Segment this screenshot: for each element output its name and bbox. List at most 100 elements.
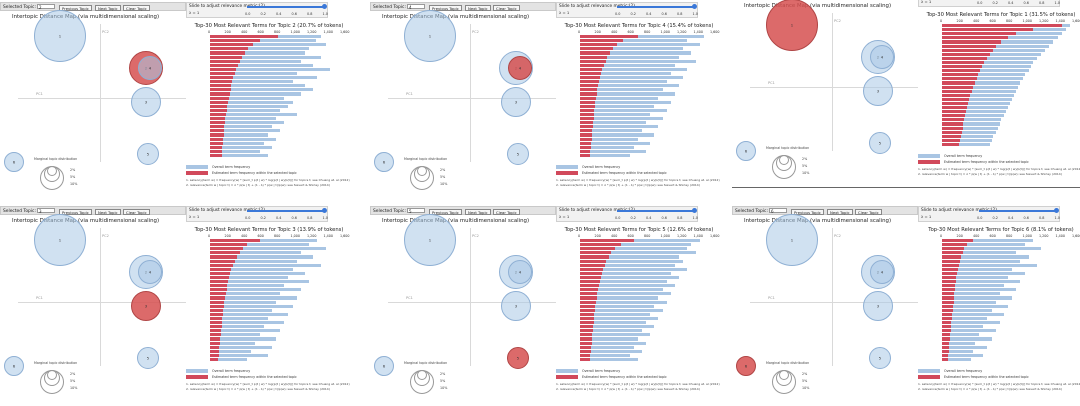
overall-frequency-bar[interactable] xyxy=(942,275,1008,280)
estimated-frequency-bar[interactable] xyxy=(210,80,233,84)
estimated-frequency-bar[interactable] xyxy=(580,280,600,284)
estimated-frequency-bar[interactable] xyxy=(580,308,595,312)
overall-frequency-bar[interactable] xyxy=(580,259,684,263)
estimated-frequency-bar[interactable] xyxy=(210,76,234,80)
overall-frequency-bar[interactable] xyxy=(580,145,634,149)
overall-frequency-bar[interactable] xyxy=(942,329,996,333)
topic-bubble-3[interactable] xyxy=(501,291,531,321)
topic-bubble-4[interactable] xyxy=(870,45,894,69)
overall-frequency-bar[interactable] xyxy=(210,300,276,304)
overall-frequency-bar[interactable] xyxy=(942,118,1002,122)
estimated-frequency-bar[interactable] xyxy=(580,84,599,88)
estimated-frequency-bar[interactable] xyxy=(942,142,960,147)
topic-bubble-5[interactable] xyxy=(869,347,891,369)
estimated-frequency-bar[interactable] xyxy=(580,259,607,263)
estimated-frequency-bar[interactable] xyxy=(580,337,592,341)
estimated-frequency-bar[interactable] xyxy=(942,304,954,308)
previous-topic-button[interactable]: Previous Topic xyxy=(429,4,462,11)
overall-frequency-bar[interactable] xyxy=(942,349,974,353)
estimated-frequency-bar[interactable] xyxy=(580,341,592,345)
topic-bubble-6[interactable] xyxy=(4,356,24,376)
overall-frequency-bar[interactable] xyxy=(210,59,301,63)
overall-frequency-bar[interactable] xyxy=(210,267,293,271)
overall-frequency-bar[interactable] xyxy=(210,345,272,349)
estimated-frequency-bar[interactable] xyxy=(210,145,223,149)
previous-topic-button[interactable]: Previous Topic xyxy=(429,208,462,215)
topic-bubble-1[interactable] xyxy=(34,214,86,266)
overall-frequency-bar[interactable] xyxy=(580,357,638,362)
estimated-frequency-bar[interactable] xyxy=(210,304,224,308)
estimated-frequency-bar[interactable] xyxy=(580,35,638,39)
overall-frequency-bar[interactable] xyxy=(210,308,272,312)
estimated-frequency-bar[interactable] xyxy=(210,329,222,333)
overall-frequency-bar[interactable] xyxy=(210,145,272,149)
estimated-frequency-bar[interactable] xyxy=(942,85,974,89)
estimated-frequency-bar[interactable] xyxy=(580,321,594,325)
overall-frequency-bar[interactable] xyxy=(580,55,679,59)
overall-frequency-bar[interactable] xyxy=(210,239,318,243)
estimated-frequency-bar[interactable] xyxy=(210,275,229,280)
estimated-frequency-bar[interactable] xyxy=(210,55,243,59)
estimated-frequency-bar[interactable] xyxy=(942,316,952,321)
selected-topic-input[interactable]: 4 xyxy=(406,4,425,10)
estimated-frequency-bar[interactable] xyxy=(210,92,230,96)
estimated-frequency-bar[interactable] xyxy=(942,69,980,73)
estimated-frequency-bar[interactable] xyxy=(210,47,248,51)
overall-frequency-bar[interactable] xyxy=(210,316,268,321)
estimated-frequency-bar[interactable] xyxy=(580,133,592,137)
overall-frequency-bar[interactable] xyxy=(210,259,297,263)
overall-frequency-bar[interactable] xyxy=(210,296,297,300)
overall-frequency-bar[interactable] xyxy=(580,349,642,353)
topic-bubble-4[interactable] xyxy=(508,260,532,284)
overall-frequency-bar[interactable] xyxy=(580,296,659,300)
slider-knob[interactable] xyxy=(692,4,697,10)
estimated-frequency-bar[interactable] xyxy=(580,243,622,247)
estimated-frequency-bar[interactable] xyxy=(580,304,596,308)
estimated-frequency-bar[interactable] xyxy=(580,353,591,357)
overall-frequency-bar[interactable] xyxy=(580,137,638,141)
overall-frequency-bar[interactable] xyxy=(210,96,285,100)
estimated-frequency-bar[interactable] xyxy=(580,104,595,108)
estimated-frequency-bar[interactable] xyxy=(210,316,223,321)
overall-frequency-bar[interactable] xyxy=(210,133,268,137)
estimated-frequency-bar[interactable] xyxy=(942,65,982,69)
estimated-frequency-bar[interactable] xyxy=(942,110,966,114)
topic-bubble-5[interactable] xyxy=(137,143,159,165)
overall-frequency-bar[interactable] xyxy=(942,316,988,321)
estimated-frequency-bar[interactable] xyxy=(942,118,965,122)
overall-frequency-bar[interactable] xyxy=(580,51,692,55)
next-topic-button[interactable]: Next Topic xyxy=(465,4,491,11)
overall-frequency-bar[interactable] xyxy=(580,96,659,100)
slider-knob[interactable] xyxy=(692,208,697,214)
overall-frequency-bar[interactable] xyxy=(580,275,679,280)
estimated-frequency-bar[interactable] xyxy=(210,284,228,288)
estimated-frequency-bar[interactable] xyxy=(942,126,963,130)
estimated-frequency-bar[interactable] xyxy=(210,251,240,255)
selected-topic-input[interactable]: 6 xyxy=(768,208,787,214)
overall-frequency-bar[interactable] xyxy=(210,275,289,280)
estimated-frequency-bar[interactable] xyxy=(580,271,602,275)
overall-frequency-bar[interactable] xyxy=(210,153,268,158)
overall-frequency-bar[interactable] xyxy=(942,89,1017,93)
overall-frequency-bar[interactable] xyxy=(210,251,301,255)
estimated-frequency-bar[interactable] xyxy=(580,43,618,47)
estimated-frequency-bar[interactable] xyxy=(580,76,600,80)
overall-frequency-bar[interactable] xyxy=(580,247,688,251)
estimated-frequency-bar[interactable] xyxy=(210,333,221,337)
clear-topic-button[interactable]: Clear Topic xyxy=(123,208,150,215)
overall-frequency-bar[interactable] xyxy=(580,263,675,267)
estimated-frequency-bar[interactable] xyxy=(942,251,963,255)
estimated-frequency-bar[interactable] xyxy=(942,308,953,312)
estimated-frequency-bar[interactable] xyxy=(580,251,612,255)
estimated-frequency-bar[interactable] xyxy=(210,243,248,247)
overall-frequency-bar[interactable] xyxy=(210,76,318,80)
estimated-frequency-bar[interactable] xyxy=(580,121,594,125)
overall-frequency-bar[interactable] xyxy=(580,255,679,259)
overall-frequency-bar[interactable] xyxy=(580,300,667,304)
estimated-frequency-bar[interactable] xyxy=(210,153,222,158)
estimated-frequency-bar[interactable] xyxy=(580,329,593,333)
overall-frequency-bar[interactable] xyxy=(942,106,1008,110)
estimated-frequency-bar[interactable] xyxy=(942,284,956,288)
estimated-frequency-bar[interactable] xyxy=(580,255,609,259)
estimated-frequency-bar[interactable] xyxy=(942,28,1033,32)
